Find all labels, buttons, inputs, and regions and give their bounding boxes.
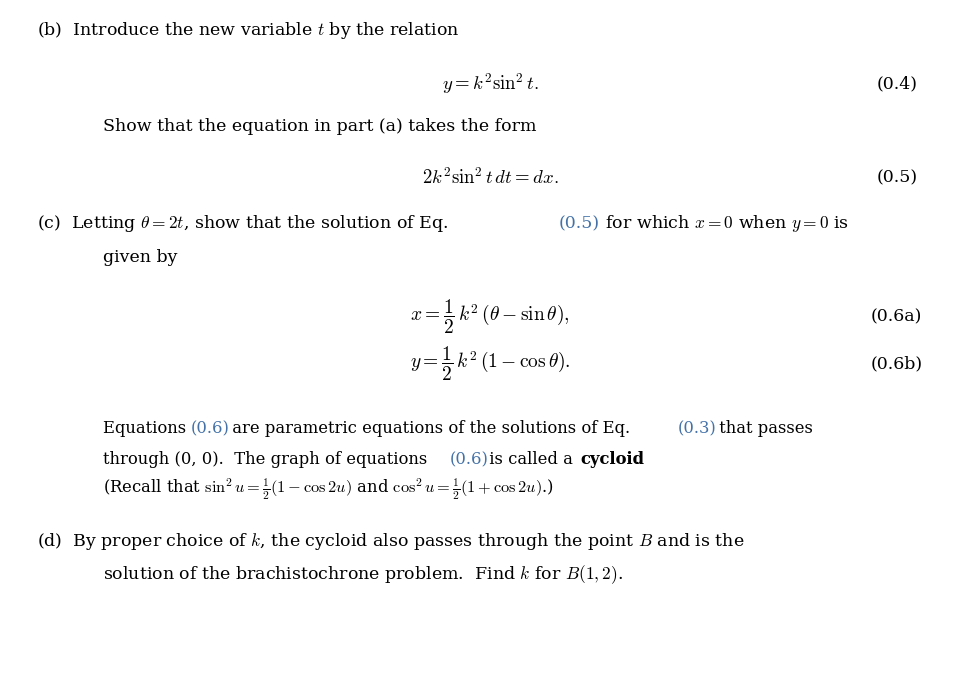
Text: solution of the brachistochrone problem.  Find $k$ for $B(1, 2)$.: solution of the brachistochrone problem.… — [103, 563, 622, 586]
Text: cycloid: cycloid — [580, 451, 644, 468]
Text: $y = \dfrac{1}{2}\,k^2\,(1 - \cos\theta).$: $y = \dfrac{1}{2}\,k^2\,(1 - \cos\theta)… — [410, 345, 570, 383]
Text: that passes: that passes — [714, 421, 813, 437]
Text: (0.6): (0.6) — [191, 421, 230, 437]
Text: .: . — [634, 451, 639, 468]
Text: $x = \dfrac{1}{2}\,k^2\,(\theta - \sin\theta),$: $x = \dfrac{1}{2}\,k^2\,(\theta - \sin\t… — [411, 298, 569, 336]
Text: (0.3): (0.3) — [678, 421, 717, 437]
Text: (b)  Introduce the new variable $t$ by the relation: (b) Introduce the new variable $t$ by th… — [37, 21, 460, 41]
Text: $2k^2 \sin^2 t\, dt = dx.$: $2k^2 \sin^2 t\, dt = dx.$ — [421, 168, 559, 188]
Text: $y = k^2 \sin^2 t.$: $y = k^2 \sin^2 t.$ — [442, 71, 538, 96]
Text: given by: given by — [103, 250, 177, 266]
Text: is called a: is called a — [484, 451, 578, 468]
Text: (d)  By proper choice of $k$, the cycloid also passes through the point $B$ and : (d) By proper choice of $k$, the cycloid… — [37, 531, 745, 552]
Text: for which $x = 0$ when $y = 0$ is: for which $x = 0$ when $y = 0$ is — [600, 213, 849, 234]
Text: (c)  Letting $\theta = 2t$, show that the solution of Eq.: (c) Letting $\theta = 2t$, show that the… — [37, 213, 449, 234]
Text: are parametric equations of the solutions of Eq.: are parametric equations of the solution… — [227, 421, 630, 437]
Text: (Recall that $\sin^2 u = \frac{1}{2}(1 - \cos 2u)$ and $\cos^2 u = \frac{1}{2}(1: (Recall that $\sin^2 u = \frac{1}{2}(1 -… — [103, 477, 554, 503]
Text: (0.6a): (0.6a) — [871, 308, 922, 325]
Text: (0.4): (0.4) — [876, 75, 917, 92]
Text: (0.5): (0.5) — [559, 215, 600, 232]
Text: Equations: Equations — [103, 421, 191, 437]
Text: (0.5): (0.5) — [876, 170, 917, 186]
Text: (0.6): (0.6) — [450, 451, 489, 468]
Text: Show that the equation in part (a) takes the form: Show that the equation in part (a) takes… — [103, 118, 536, 135]
Text: through (0, 0).  The graph of equations: through (0, 0). The graph of equations — [103, 451, 432, 468]
Text: (0.6b): (0.6b) — [870, 356, 923, 372]
